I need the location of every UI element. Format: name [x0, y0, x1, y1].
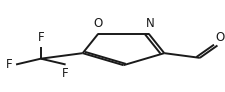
- Text: F: F: [62, 67, 69, 80]
- Text: N: N: [145, 17, 153, 30]
- Text: F: F: [37, 31, 44, 44]
- Text: O: O: [214, 31, 223, 44]
- Text: F: F: [6, 58, 13, 71]
- Text: O: O: [93, 17, 102, 30]
